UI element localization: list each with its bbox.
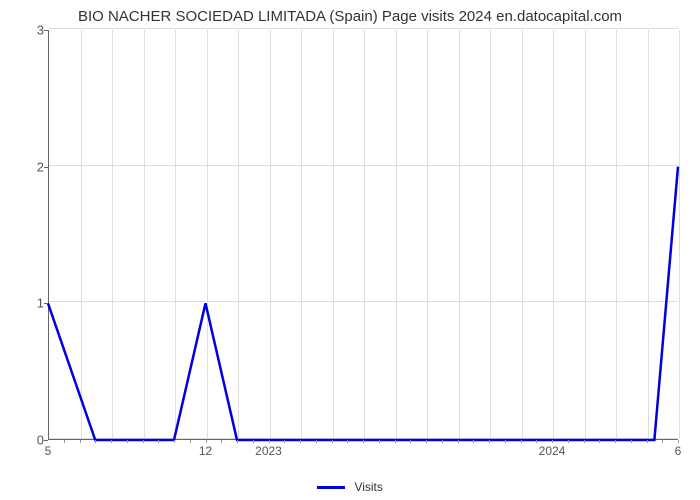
x-tick-label: 2024: [539, 444, 566, 458]
grid-v: [207, 30, 208, 439]
grid-v: [585, 30, 586, 439]
x-tick-minor: [678, 440, 679, 443]
x-tick-minor: [95, 440, 96, 443]
grid-v: [112, 30, 113, 439]
x-tick-minor: [410, 440, 411, 443]
x-tick-minor: [395, 440, 396, 443]
x-tick-minor: [190, 440, 191, 443]
y-tick-label: 3: [37, 23, 44, 38]
grid-v: [81, 30, 82, 439]
x-tick-label: 2023: [255, 444, 282, 458]
x-tick-minor: [615, 440, 616, 443]
grid-v: [459, 30, 460, 439]
x-tick-minor: [521, 440, 522, 443]
x-tick-minor: [221, 440, 222, 443]
x-tick-minor: [473, 440, 474, 443]
x-tick-minor: [80, 440, 81, 443]
x-tick-minor: [505, 440, 506, 443]
x-tick-minor: [237, 440, 238, 443]
x-tick-minor: [347, 440, 348, 443]
x-tick-minor: [111, 440, 112, 443]
plot-area: [48, 30, 678, 440]
x-tick-label: 5: [45, 444, 52, 458]
x-tick-minor: [458, 440, 459, 443]
x-tick-minor: [489, 440, 490, 443]
x-tick-minor: [599, 440, 600, 443]
x-tick-minor: [253, 440, 254, 443]
grid-v: [679, 30, 680, 439]
grid-v: [648, 30, 649, 439]
grid-v: [144, 30, 145, 439]
x-tick-minor: [631, 440, 632, 443]
visits-chart: BIO NACHER SOCIEDAD LIMITADA (Spain) Pag…: [0, 0, 700, 500]
legend: Visits: [0, 480, 700, 494]
x-tick-minor: [269, 440, 270, 443]
grid-v: [616, 30, 617, 439]
grid-v: [238, 30, 239, 439]
y-tick-mark: [44, 440, 48, 441]
x-tick-minor: [379, 440, 380, 443]
x-tick-label: 12: [199, 444, 212, 458]
y-tick-mark: [44, 30, 48, 31]
x-tick-minor: [284, 440, 285, 443]
x-tick-label: 6: [675, 444, 682, 458]
x-tick-minor: [662, 440, 663, 443]
grid-h: [49, 28, 678, 29]
x-tick-minor: [143, 440, 144, 443]
grid-h: [49, 165, 678, 166]
grid-v: [427, 30, 428, 439]
grid-v: [270, 30, 271, 439]
x-tick-minor: [552, 440, 553, 443]
x-tick-minor: [158, 440, 159, 443]
x-tick-minor: [300, 440, 301, 443]
y-tick-label: 2: [37, 159, 44, 174]
x-tick-minor: [363, 440, 364, 443]
grid-h: [49, 301, 678, 302]
x-tick-minor: [64, 440, 65, 443]
y-tick-mark: [44, 303, 48, 304]
legend-swatch: [317, 486, 345, 489]
grid-v: [301, 30, 302, 439]
y-tick-mark: [44, 167, 48, 168]
x-tick-minor: [174, 440, 175, 443]
grid-v: [333, 30, 334, 439]
grid-v: [364, 30, 365, 439]
x-tick-minor: [332, 440, 333, 443]
grid-h: [49, 438, 678, 439]
chart-title: BIO NACHER SOCIEDAD LIMITADA (Spain) Pag…: [0, 8, 700, 25]
y-tick-label: 0: [37, 433, 44, 448]
x-tick-minor: [426, 440, 427, 443]
x-tick-minor: [127, 440, 128, 443]
x-tick-minor: [568, 440, 569, 443]
x-tick-minor: [206, 440, 207, 443]
x-tick-minor: [647, 440, 648, 443]
grid-v: [396, 30, 397, 439]
x-tick-minor: [584, 440, 585, 443]
grid-v: [553, 30, 554, 439]
x-tick-minor: [442, 440, 443, 443]
x-tick-minor: [536, 440, 537, 443]
grid-v: [490, 30, 491, 439]
legend-label: Visits: [354, 480, 382, 494]
grid-v: [175, 30, 176, 439]
x-tick-minor: [316, 440, 317, 443]
y-tick-label: 1: [37, 296, 44, 311]
grid-v: [522, 30, 523, 439]
